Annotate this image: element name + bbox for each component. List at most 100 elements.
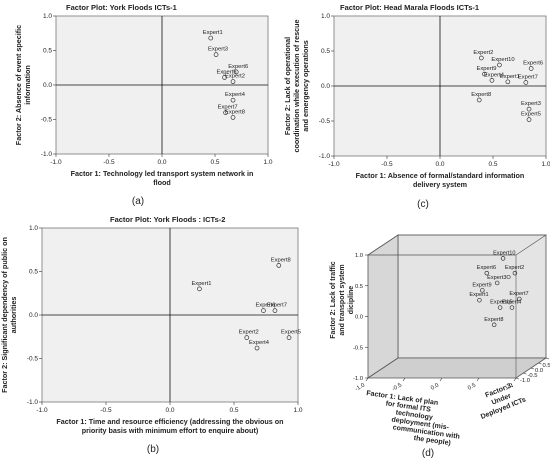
y-tick-label: 0.0 [355, 315, 363, 321]
chart-title: Factor Plot: York Floods ICTs-1 [66, 3, 177, 12]
point-label: Expert4 [502, 300, 521, 306]
data-point [476, 97, 482, 103]
point-label: Expert1 [500, 74, 520, 80]
data-point [478, 55, 484, 61]
data-point [230, 115, 236, 120]
data-point [222, 75, 227, 80]
y-axis-label: Factor 2: Absence of event specific [14, 25, 23, 145]
x-tick-label: 0.0 [165, 407, 174, 414]
data-point [244, 335, 250, 340]
point-label: Expert8 [271, 257, 291, 263]
point-label: Expert10 [493, 250, 515, 256]
x-tick-label: -1.0 [36, 407, 48, 414]
x-tick-label: 0.5 [210, 159, 219, 166]
x-tick-label: 1.0 [541, 161, 550, 168]
data-point [500, 256, 506, 261]
panel-b: Factor Plot: York Floods : ICTs-2 -1.0 -0… [0, 215, 303, 455]
y-axis-label: information [23, 65, 32, 105]
floor [366, 357, 548, 379]
y-tick-label: 0.0 [321, 83, 330, 90]
y-tick-label: -1.0 [353, 376, 363, 382]
x-tick-label: -0.5 [100, 407, 112, 414]
point-label: Expert1 [191, 281, 211, 287]
point-label: Expert3 [521, 101, 541, 107]
z-tick-mark [538, 362, 542, 365]
x-axis-label: Factor 1: Technology led transport syste… [71, 169, 254, 178]
z-tick-mark [530, 367, 535, 370]
x-tick-label: -0.5 [391, 383, 403, 393]
y-tick-label: -0.5 [353, 345, 363, 351]
data-point [272, 308, 278, 313]
x-tick-label: 0.0 [157, 159, 166, 166]
point-label: Expert4 [225, 92, 246, 98]
y-tick-label: 1.0 [355, 253, 363, 259]
x-tick-mark [365, 377, 369, 382]
data-point [261, 308, 266, 313]
x-tick-label: 0.0 [435, 161, 444, 168]
x-axis-label: Factor 1: Time and resource efficiency (… [56, 417, 283, 426]
data-point [528, 66, 534, 71]
x-tick-label: 1.0 [263, 159, 272, 166]
point-label: Expert4 [249, 340, 270, 346]
data-point [480, 288, 485, 293]
point-label: Expert15 [490, 300, 512, 306]
x-tick-mark [439, 377, 443, 382]
y-tick-label: 1.0 [29, 225, 38, 232]
point-label: Expert2 [225, 74, 245, 80]
z-tick-mark [545, 357, 550, 360]
y-tick-label: 0.5 [355, 284, 363, 290]
point-label: Expert9 [477, 66, 497, 72]
y-axis-label: Factor 2: Lack of traffic [330, 261, 337, 339]
x-tick-label: -0.5 [103, 159, 115, 166]
y-axis-label: Factor 2: Lack of operational [283, 37, 292, 135]
y-tick-label: -1.0 [27, 399, 39, 406]
chart-title: Factor Plot: York Floods : ICTs-2 [110, 215, 225, 224]
y-tick-label: 0.5 [43, 48, 52, 55]
z-tick-mark [515, 377, 520, 380]
point-label: Expert6 [523, 61, 543, 67]
point-label: Expert1 [203, 30, 223, 36]
point-label: Expert3 [208, 47, 228, 53]
x-tick-mark [513, 377, 517, 382]
point-label: Expert1 [469, 292, 488, 298]
point-label: Expert5 [217, 69, 237, 75]
data-point [223, 110, 228, 115]
data-point [213, 52, 219, 57]
point-label: Expert2 [239, 330, 259, 336]
data-point [494, 280, 500, 286]
z-tick-mark [523, 372, 527, 375]
y-axis-label: and transport system [339, 264, 346, 335]
data-point [484, 270, 490, 276]
point-label: Expert5 [521, 112, 541, 118]
point-label: Expert8 [471, 92, 491, 98]
point-label: Expert7 [509, 291, 528, 297]
panel-a: Factor Plot: York Floods ICTs-1 -1.0 -0.5… [14, 3, 273, 207]
data-point [505, 79, 511, 85]
y-tick-label: 0.0 [43, 82, 52, 89]
point-label: Expert6 [255, 303, 275, 309]
z-tick-label: -1.0 [520, 378, 530, 384]
x-axis-label: priority basis with minimum effort to en… [82, 426, 259, 435]
panel-caption: (c) [417, 199, 429, 210]
x-tick-label: 1.0 [504, 383, 514, 392]
data-point [526, 106, 532, 112]
x-tick-label: -1.0 [354, 383, 366, 393]
y-tick-label: 0.0 [29, 312, 38, 319]
x-tick-label: 0.0 [430, 383, 440, 392]
x-tick-label: -1.0 [328, 161, 340, 168]
y-tick-label: -1.0 [319, 153, 331, 160]
point-label: Expert4 [484, 72, 505, 78]
y-tick-label: 0.5 [321, 48, 330, 55]
y-axis-label: dicipline [348, 286, 355, 315]
point-label: Expert6 [228, 64, 248, 70]
z-tick-label: -0.5 [528, 373, 538, 379]
data-point [517, 296, 522, 302]
point-label: Expert5 [281, 330, 301, 336]
data-point [286, 335, 292, 340]
point-label: Expert7 [518, 75, 538, 81]
y-tick-label: -0.5 [27, 356, 39, 363]
y-tick-label: 0.5 [29, 269, 38, 276]
x-tick-label: 0.5 [488, 161, 497, 168]
x-tick-mark [476, 377, 480, 382]
x-axis-label: Factor 1: Absence of formal/standard inf… [356, 171, 525, 180]
